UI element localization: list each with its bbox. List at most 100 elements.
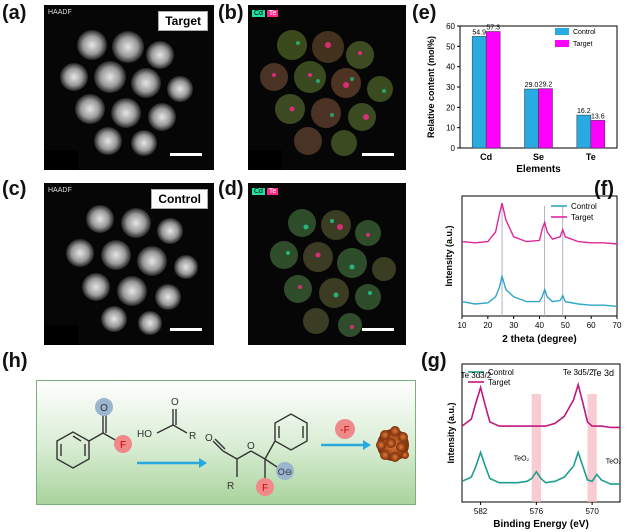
series-line-control — [461, 449, 620, 485]
panel-a-label: (a) — [2, 2, 27, 24]
panel-h-label: (h) — [2, 350, 28, 372]
panel-f-label: (f) — [594, 178, 614, 200]
series-line-control — [461, 273, 618, 308]
teo2-band — [531, 394, 541, 502]
annotation: Te 3d3/2 — [461, 371, 492, 380]
legend-cd: Cd — [252, 188, 265, 195]
control-tag: Control — [151, 189, 208, 209]
y-tick-label: 60 — [446, 22, 455, 31]
series-line-target — [461, 381, 620, 429]
legend-cd: Cd — [252, 10, 265, 17]
y-tick-label: 10 — [446, 124, 455, 133]
scale-bar — [170, 328, 202, 331]
x-tick-label: 60 — [587, 321, 596, 330]
legend-te: Te — [266, 10, 279, 17]
legend-swatch — [555, 28, 569, 35]
x-tick-label: Cd — [480, 152, 492, 162]
scale-bar — [170, 153, 202, 156]
legend-label: Control — [488, 368, 514, 377]
y-tick-label: 0 — [451, 144, 456, 153]
step-label: -F — [340, 425, 349, 436]
x-tick-label: Te — [586, 152, 596, 162]
carboxylic-acid — [156, 409, 188, 434]
xrd-chart: 10 20 30 40 50 60 70 Control Target 2 theta (degr… — [444, 195, 622, 345]
data-label: 13.6 — [591, 113, 605, 120]
target-tag: Target — [158, 11, 208, 31]
prod-o2: O — [247, 441, 255, 452]
bar — [485, 31, 501, 149]
eds-map-target: Cd Te — [248, 5, 406, 170]
x-tick-label: 570 — [585, 507, 599, 516]
legend-te: Te — [266, 188, 279, 195]
intermediate-structure — [212, 413, 308, 479]
eds-particles-target — [248, 30, 393, 170]
legend-label: Control — [573, 29, 596, 36]
prod-o1: O — [205, 433, 213, 444]
x-axis-label: Elements — [516, 164, 561, 175]
atom-o: O — [100, 403, 108, 414]
eds-map-control: Cd Te — [248, 183, 406, 345]
y-axis-label: Intensity (a.u.) — [446, 402, 456, 463]
atom-f: F — [120, 440, 126, 451]
annotation: TeO₂ — [514, 456, 530, 463]
scale-bar — [362, 153, 394, 156]
reaction-scheme: O F O HO R O O R F O⊖ -F — [56, 397, 409, 496]
haadf-image-control: HAADF Control — [44, 183, 214, 345]
series-line-target — [461, 203, 618, 245]
data-label: 57.3 — [486, 24, 500, 31]
x-tick-label: 40 — [535, 321, 544, 330]
prod-ominus: O⊖ — [278, 467, 293, 477]
panel-c-label: (c) — [2, 178, 27, 200]
bar — [538, 88, 553, 149]
eds-particles-control — [270, 209, 396, 337]
acid-r: R — [189, 431, 196, 442]
panel-b-label: (b) — [218, 2, 244, 24]
y-tick-label: 20 — [446, 103, 455, 112]
annotation: Te 3d5/2 — [563, 368, 594, 377]
legend-label: Control — [571, 202, 597, 211]
x-tick-label: 50 — [561, 321, 570, 330]
acid-o: O — [171, 397, 179, 408]
legend-swatch — [555, 40, 569, 47]
chart-title: Te 3d — [592, 368, 614, 378]
panel-g-label: (g) — [421, 350, 447, 372]
y-axis-label: Intensity (a.u.) — [444, 225, 454, 286]
y-tick-label: 30 — [446, 83, 455, 92]
data-label: 54.9 — [472, 29, 486, 36]
bar — [524, 88, 539, 149]
bar — [471, 36, 487, 149]
bar — [590, 120, 606, 149]
x-tick-label: Se — [533, 152, 544, 162]
haadf-image-target: HAADF Target — [44, 5, 214, 170]
x-tick-label: 70 — [613, 321, 622, 330]
legend-label: Target — [573, 41, 593, 48]
element-legend: Cd Te — [252, 10, 279, 17]
element-legend: Cd Te — [252, 188, 279, 195]
x-tick-label: 10 — [458, 321, 467, 330]
scale-bar — [362, 328, 394, 331]
y-tick-label: 40 — [446, 63, 455, 72]
nanoparticle-cluster-control — [44, 205, 198, 345]
x-tick-label: 20 — [483, 321, 492, 330]
legend-label: Target — [488, 378, 511, 387]
data-label: 29.2 — [539, 82, 553, 89]
panel-d-label: (d) — [218, 178, 244, 200]
bar-chart-element-content: 0 10 20 30 40 50 60 Cd 54.957.3 Se 29.0 29.2 Te 16.21… — [426, 22, 618, 175]
plot-frame — [461, 195, 618, 317]
haadf-corner-label: HAADF — [48, 9, 72, 16]
haadf-corner-label: HAADF — [48, 187, 72, 194]
benzoyl-ring — [56, 413, 118, 469]
prod-f: F — [262, 483, 268, 494]
data-label: 29.0 — [525, 82, 539, 89]
x-axis-label: Binding Energy (eV) — [493, 519, 589, 530]
x-axis-label: 2 theta (degree) — [502, 334, 576, 345]
prod-r: R — [227, 481, 234, 492]
legend-label: Target — [571, 213, 594, 222]
nanoparticle-icon — [376, 426, 409, 462]
y-axis-label: Relative content (mol%) — [426, 36, 436, 138]
annotation: TeO₂ — [606, 458, 622, 465]
nanoparticle-cluster-target — [44, 30, 193, 170]
teo2-band — [587, 394, 597, 502]
panel-e-label: (e) — [412, 2, 437, 24]
